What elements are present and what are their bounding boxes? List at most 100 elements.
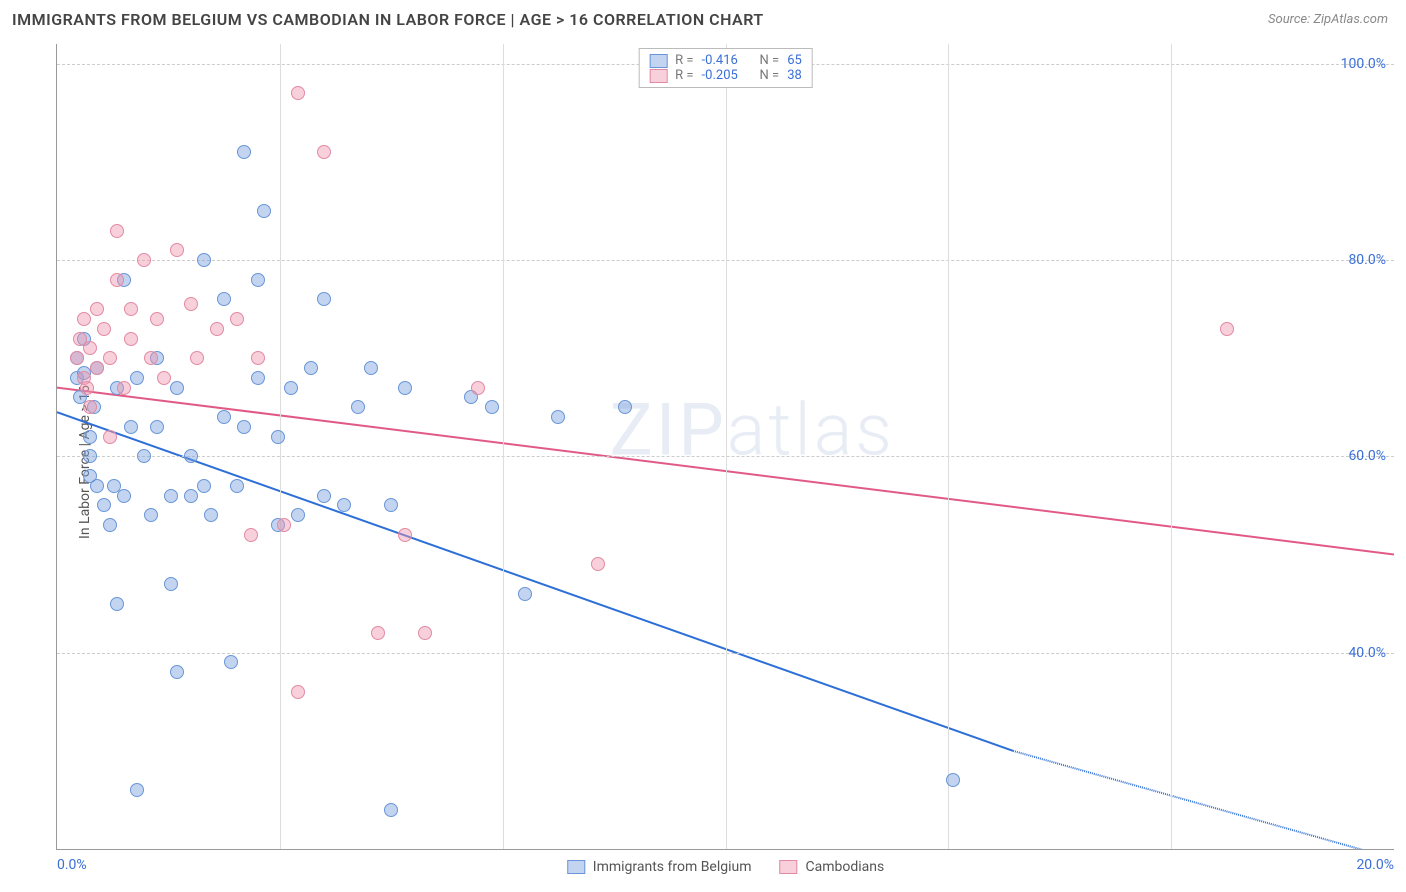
data-point-cambodians [418, 626, 432, 640]
data-point-belgium [110, 597, 124, 611]
source-attribution: Source: ZipAtlas.com [1268, 12, 1388, 27]
gridline-h [57, 260, 1394, 261]
data-point-belgium [518, 587, 532, 601]
data-point-cambodians [90, 302, 104, 316]
data-point-cambodians [80, 381, 94, 395]
data-point-belgium [130, 783, 144, 797]
source-prefix: Source: [1268, 12, 1313, 27]
data-point-belgium [317, 292, 331, 306]
data-point-belgium [83, 430, 97, 444]
legend-swatch-cambodians [780, 860, 798, 874]
data-point-cambodians [184, 297, 198, 311]
data-point-belgium [551, 410, 565, 424]
data-point-belgium [237, 145, 251, 159]
data-point-cambodians [230, 312, 244, 326]
data-point-belgium [237, 420, 251, 434]
data-point-belgium [618, 400, 632, 414]
data-point-cambodians [591, 557, 605, 571]
data-point-cambodians [124, 332, 138, 346]
gridline-h [57, 456, 1394, 457]
data-point-belgium [124, 420, 138, 434]
gridline-v [1171, 44, 1172, 849]
data-point-cambodians [150, 312, 164, 326]
watermark: ZIPatlas [610, 388, 895, 473]
y-tick-label: 100.0% [1341, 56, 1386, 72]
data-point-cambodians [103, 430, 117, 444]
data-point-belgium [170, 381, 184, 395]
data-point-belgium [251, 371, 265, 385]
data-point-cambodians [144, 351, 158, 365]
data-point-cambodians [210, 322, 224, 336]
legend-stats-row-cambodians: R = -0.205 N = 38 [649, 68, 802, 83]
gridline-h [57, 653, 1394, 654]
chart-container: In Labor Force | Age > 16 ZIPatlas R =-0… [12, 44, 1394, 880]
data-point-cambodians [83, 341, 97, 355]
data-point-belgium [184, 449, 198, 463]
data-point-cambodians [291, 685, 305, 699]
r-label: R = [675, 68, 693, 83]
data-point-belgium [217, 410, 231, 424]
legend-series-item-cambodians: Cambodians [780, 859, 885, 875]
data-point-belgium [317, 489, 331, 503]
data-point-belgium [271, 430, 285, 444]
data-point-cambodians [103, 351, 117, 365]
data-point-belgium [257, 204, 271, 218]
data-point-cambodians [70, 351, 84, 365]
r-value: -0.205 [702, 68, 752, 83]
data-point-cambodians [124, 302, 138, 316]
data-point-cambodians [157, 371, 171, 385]
data-point-belgium [144, 508, 158, 522]
data-point-belgium [83, 449, 97, 463]
n-label: N = [760, 68, 780, 83]
n-label: N = [760, 53, 780, 68]
data-point-belgium [337, 498, 351, 512]
data-point-belgium [150, 420, 164, 434]
data-point-cambodians [110, 273, 124, 287]
y-tick-label: 40.0% [1348, 645, 1386, 661]
data-point-cambodians [398, 528, 412, 542]
data-point-cambodians [90, 361, 104, 375]
data-point-belgium [197, 253, 211, 267]
data-point-cambodians [170, 243, 184, 257]
data-point-belgium [97, 498, 111, 512]
legend-swatch-belgium [567, 860, 585, 874]
legend-stats-row-belgium: R = -0.416 N = 65 [649, 53, 802, 68]
y-tick-label: 60.0% [1348, 448, 1386, 464]
data-point-belgium [291, 508, 305, 522]
data-point-cambodians [83, 400, 97, 414]
data-point-belgium [117, 489, 131, 503]
legend-swatch-belgium [649, 54, 667, 68]
data-point-cambodians [190, 351, 204, 365]
data-point-belgium [103, 518, 117, 532]
data-point-cambodians [97, 322, 111, 336]
data-point-cambodians [244, 528, 258, 542]
y-tick-label: 80.0% [1348, 252, 1386, 268]
data-point-belgium [204, 508, 218, 522]
legend-swatch-cambodians [649, 69, 667, 83]
data-point-belgium [351, 400, 365, 414]
data-point-cambodians [371, 626, 385, 640]
data-point-belgium [284, 381, 298, 395]
data-point-belgium [398, 381, 412, 395]
r-value: -0.416 [702, 53, 752, 68]
legend-series-item-belgium: Immigrants from Belgium [567, 859, 752, 875]
data-point-cambodians [137, 253, 151, 267]
page-title: IMMIGRANTS FROM BELGIUM VS CAMBODIAN IN … [12, 10, 764, 29]
data-point-belgium [170, 665, 184, 679]
data-point-cambodians [1220, 322, 1234, 336]
data-point-belgium [197, 479, 211, 493]
data-point-belgium [164, 489, 178, 503]
legend-series-label: Immigrants from Belgium [593, 859, 752, 875]
legend-series: Immigrants from Belgium Cambodians [567, 859, 884, 875]
data-point-belgium [164, 577, 178, 591]
legend-stats: R = -0.416 N = 65 R = -0.205 N = 38 [638, 48, 813, 88]
watermark-thin: atlas [727, 388, 895, 473]
data-point-cambodians [110, 224, 124, 238]
gridline-v [726, 44, 727, 849]
plot-area: ZIPatlas R =-0.416N =65R =-0.205N =38 Im… [56, 44, 1394, 850]
data-point-belgium [251, 273, 265, 287]
r-label: R = [675, 53, 693, 68]
n-value: 65 [787, 53, 802, 68]
data-point-cambodians [317, 145, 331, 159]
n-value: 38 [787, 68, 802, 83]
